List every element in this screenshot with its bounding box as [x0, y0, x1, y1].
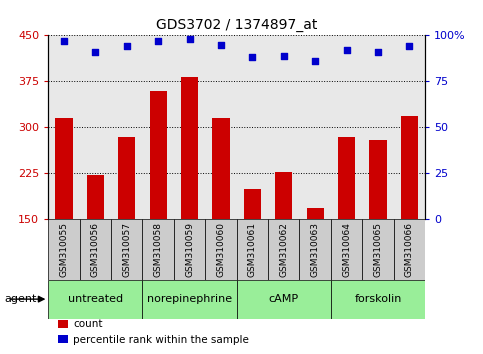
Legend: count, percentile rank within the sample: count, percentile rank within the sample	[54, 315, 254, 349]
Text: GSM310059: GSM310059	[185, 222, 194, 278]
Bar	[118, 137, 135, 219]
Point	[249, 55, 256, 60]
Text: GSM310055: GSM310055	[59, 222, 69, 278]
Text: GSM310060: GSM310060	[216, 222, 226, 278]
Bar	[237, 219, 268, 280]
Bar	[87, 175, 104, 219]
Point	[155, 38, 162, 44]
Bar	[142, 219, 174, 280]
Point	[92, 49, 99, 55]
Bar	[331, 280, 425, 319]
Bar	[401, 116, 418, 219]
Bar	[268, 219, 299, 280]
Bar	[331, 219, 362, 280]
Bar	[56, 118, 72, 219]
Point	[343, 47, 351, 53]
Bar	[142, 280, 237, 319]
Bar	[299, 219, 331, 280]
Point	[374, 49, 382, 55]
Point	[217, 42, 225, 47]
Bar	[394, 219, 425, 280]
Text: GSM310061: GSM310061	[248, 222, 257, 278]
Text: GSM310058: GSM310058	[154, 222, 163, 278]
Bar	[205, 219, 237, 280]
Bar	[275, 172, 292, 219]
Text: GSM310056: GSM310056	[91, 222, 100, 278]
Point	[406, 44, 413, 49]
Bar	[48, 219, 80, 280]
Text: GSM310066: GSM310066	[405, 222, 414, 278]
Text: agent: agent	[5, 294, 37, 304]
Bar	[80, 219, 111, 280]
Bar	[307, 209, 324, 219]
Bar	[150, 91, 167, 219]
Point	[280, 53, 288, 58]
Bar	[48, 280, 142, 319]
Text: GSM310065: GSM310065	[373, 222, 383, 278]
Bar	[362, 219, 394, 280]
Point	[60, 38, 68, 44]
Bar	[338, 137, 355, 219]
Bar	[244, 189, 261, 219]
Bar	[174, 219, 205, 280]
Bar	[181, 76, 198, 219]
Point	[123, 44, 130, 49]
Text: GSM310062: GSM310062	[279, 222, 288, 278]
Title: GDS3702 / 1374897_at: GDS3702 / 1374897_at	[156, 18, 317, 32]
Text: GSM310063: GSM310063	[311, 222, 320, 278]
Text: forskolin: forskolin	[354, 294, 402, 304]
Bar	[369, 140, 386, 219]
Point	[186, 36, 194, 42]
Point	[312, 58, 319, 64]
Text: untreated: untreated	[68, 294, 123, 304]
Text: GSM310064: GSM310064	[342, 222, 351, 278]
Text: GSM310057: GSM310057	[122, 222, 131, 278]
Bar	[237, 280, 331, 319]
Text: norepinephrine: norepinephrine	[147, 294, 232, 304]
Bar	[213, 118, 229, 219]
Text: cAMP: cAMP	[269, 294, 299, 304]
Bar	[111, 219, 142, 280]
